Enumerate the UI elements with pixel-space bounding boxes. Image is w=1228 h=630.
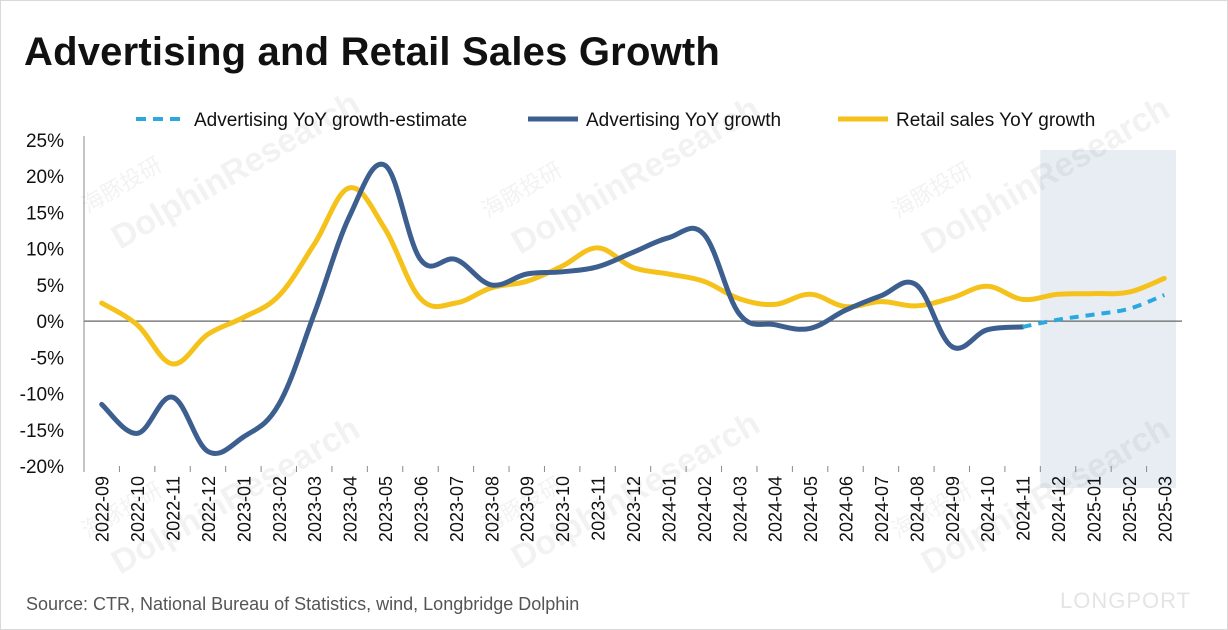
y-tick-label: 0% bbox=[37, 312, 65, 333]
y-tick-label: -20% bbox=[20, 457, 64, 478]
y-tick-label: 5% bbox=[37, 276, 65, 297]
x-tick-label: 2022-11 bbox=[164, 476, 184, 541]
x-tick-label: 2023-05 bbox=[376, 476, 396, 542]
legend-label: Advertising YoY growth bbox=[586, 110, 781, 131]
page-title: Advertising and Retail Sales Growth bbox=[24, 30, 721, 74]
series-line-3 bbox=[99, 185, 1167, 367]
x-tick-label: 2024-08 bbox=[907, 476, 927, 542]
x-tick-label: 2025-03 bbox=[1155, 476, 1175, 542]
brand-logo: LONGPORT bbox=[1060, 588, 1192, 613]
x-tick-label: 2023-04 bbox=[341, 476, 361, 542]
series-line-2 bbox=[99, 161, 1026, 456]
x-tick-label: 2024-02 bbox=[695, 476, 715, 542]
x-tick-label: 2022-09 bbox=[93, 476, 113, 542]
x-tick-label: 2024-07 bbox=[872, 476, 892, 542]
y-tick-label: 10% bbox=[26, 240, 64, 261]
x-tick-label: 2024-12 bbox=[1049, 476, 1069, 542]
x-tick-label: 2024-03 bbox=[730, 476, 750, 542]
x-tick-label: 2023-09 bbox=[518, 476, 538, 542]
x-tick-label: 2023-02 bbox=[270, 476, 290, 542]
x-tick-label: 2022-12 bbox=[199, 476, 219, 542]
legend-label: Advertising YoY growth-estimate bbox=[194, 110, 467, 131]
x-tick-label: 2024-01 bbox=[659, 476, 679, 542]
x-tick-label: 2023-12 bbox=[624, 476, 644, 542]
x-tick-label: 2022-10 bbox=[128, 476, 148, 542]
x-tick-label: 2023-01 bbox=[234, 476, 254, 542]
x-tick-label: 2023-07 bbox=[447, 476, 467, 542]
legend-label: Retail sales YoY growth bbox=[896, 110, 1095, 131]
y-tick-label: 20% bbox=[26, 167, 64, 188]
x-tick-label: 2024-09 bbox=[943, 476, 963, 542]
x-tick-label: 2024-05 bbox=[801, 476, 821, 542]
x-tick-label: 2023-06 bbox=[411, 476, 431, 542]
x-tick-label: 2023-08 bbox=[482, 476, 502, 542]
x-tick-label: 2025-01 bbox=[1084, 476, 1104, 542]
x-tick-label: 2023-10 bbox=[553, 476, 573, 542]
source-note: Source: CTR, National Bureau of Statisti… bbox=[26, 594, 580, 614]
y-tick-label: 15% bbox=[26, 203, 64, 224]
x-tick-label: 2025-02 bbox=[1120, 476, 1140, 542]
y-tick-label: 25% bbox=[26, 131, 64, 152]
x-tick-label: 2024-04 bbox=[766, 476, 786, 542]
x-tick-label: 2024-10 bbox=[978, 476, 998, 542]
y-tick-label: -10% bbox=[20, 385, 64, 406]
series-line-1 bbox=[1022, 293, 1166, 329]
y-tick-label: -5% bbox=[30, 348, 64, 369]
x-tick-label: 2023-11 bbox=[589, 476, 609, 541]
x-tick-label: 2024-11 bbox=[1014, 476, 1034, 541]
y-tick-label: -15% bbox=[20, 421, 64, 442]
x-tick-label: 2024-06 bbox=[837, 476, 857, 542]
x-tick-label: 2023-03 bbox=[305, 476, 325, 542]
